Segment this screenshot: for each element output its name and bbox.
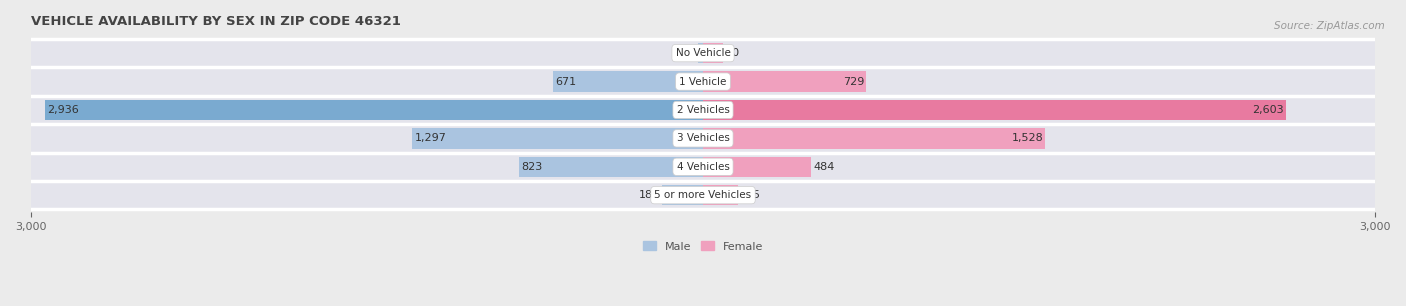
Text: 4 Vehicles: 4 Vehicles: [676, 162, 730, 172]
Text: 1,528: 1,528: [1011, 133, 1043, 144]
Bar: [703, 71, 866, 92]
Bar: [31, 124, 1375, 153]
Text: No Vehicle: No Vehicle: [675, 48, 731, 58]
Bar: [31, 39, 1375, 67]
Text: 182: 182: [638, 190, 659, 200]
Text: 823: 823: [520, 162, 543, 172]
Bar: [45, 100, 703, 120]
Text: 2,603: 2,603: [1253, 105, 1284, 115]
Text: 24: 24: [681, 48, 696, 58]
Bar: [703, 100, 1286, 120]
Text: 1 Vehicle: 1 Vehicle: [679, 76, 727, 87]
Text: 671: 671: [555, 76, 576, 87]
Bar: [31, 67, 1375, 96]
Bar: [703, 43, 723, 63]
Text: 1,297: 1,297: [415, 133, 447, 144]
Text: 2,936: 2,936: [48, 105, 79, 115]
Bar: [412, 128, 703, 149]
Bar: [31, 96, 1375, 124]
Text: 90: 90: [725, 48, 740, 58]
Text: Source: ZipAtlas.com: Source: ZipAtlas.com: [1274, 21, 1385, 32]
Bar: [519, 157, 703, 177]
Bar: [662, 185, 703, 205]
Text: 3 Vehicles: 3 Vehicles: [676, 133, 730, 144]
Bar: [31, 153, 1375, 181]
Text: 484: 484: [814, 162, 835, 172]
Bar: [553, 71, 703, 92]
Text: 2 Vehicles: 2 Vehicles: [676, 105, 730, 115]
Legend: Male, Female: Male, Female: [638, 237, 768, 256]
Bar: [703, 128, 1046, 149]
Bar: [697, 43, 703, 63]
Text: 5 or more Vehicles: 5 or more Vehicles: [654, 190, 752, 200]
Bar: [703, 185, 738, 205]
Text: 729: 729: [842, 76, 865, 87]
Bar: [31, 181, 1375, 209]
Text: 155: 155: [740, 190, 761, 200]
Text: VEHICLE AVAILABILITY BY SEX IN ZIP CODE 46321: VEHICLE AVAILABILITY BY SEX IN ZIP CODE …: [31, 15, 401, 28]
Bar: [703, 157, 811, 177]
